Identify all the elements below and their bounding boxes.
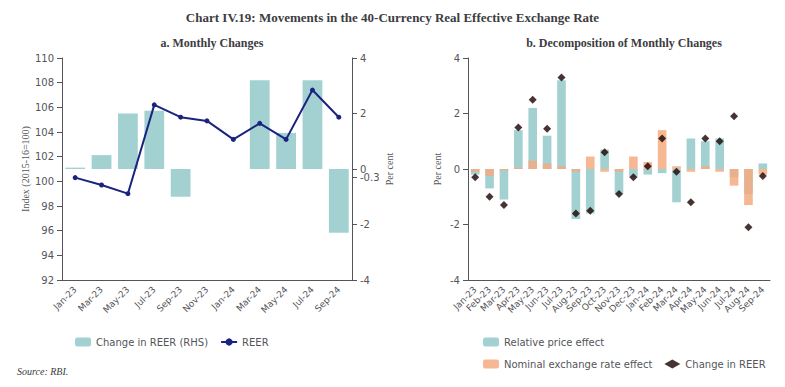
svg-text:Jul-24: Jul-24 (712, 284, 738, 310)
svg-text:Jul-23: Jul-23 (132, 284, 158, 310)
svg-text:a. Monthly Changes: a. Monthly Changes (160, 36, 263, 50)
svg-text:0: 0 (454, 164, 460, 175)
svg-text:-0.3: -0.3 (360, 171, 380, 183)
svg-text:Feb-23: Feb-23 (464, 284, 494, 314)
svg-text:Aug-24: Aug-24 (722, 284, 752, 315)
svg-text:2: 2 (454, 108, 460, 119)
svg-text:-4: -4 (450, 275, 460, 286)
svg-text:98: 98 (41, 201, 54, 212)
svg-text:Sep-24: Sep-24 (313, 284, 343, 314)
svg-text:b. Decomposition of Monthly Ch: b. Decomposition of Monthly Changes (526, 36, 722, 50)
svg-text:Jan-24: Jan-24 (624, 284, 652, 312)
svg-text:Mar-24: Mar-24 (234, 284, 264, 314)
svg-text:Oct-23: Oct-23 (579, 284, 609, 313)
svg-text:Dec-23: Dec-23 (607, 284, 637, 315)
svg-text:-2: -2 (360, 219, 370, 230)
svg-text:92: 92 (41, 275, 54, 286)
svg-text:4: 4 (454, 53, 460, 64)
svg-text:Mar-23: Mar-23 (478, 284, 508, 314)
svg-text:Sep-23: Sep-23 (564, 284, 594, 314)
svg-text:Jun-23: Jun-23 (523, 284, 551, 312)
svg-text:Jul-23: Jul-23 (539, 284, 565, 310)
svg-text:Mar-24: Mar-24 (651, 284, 681, 314)
svg-text:May-24: May-24 (259, 284, 290, 315)
svg-text:Nominal exchange rate effect: Nominal exchange rate effect (504, 359, 652, 370)
svg-text:Change in REER (RHS): Change in REER (RHS) (96, 337, 208, 348)
svg-text:102: 102 (35, 151, 54, 162)
svg-text:96: 96 (41, 225, 54, 236)
svg-text:Sep-24: Sep-24 (737, 284, 767, 314)
svg-text:-2: -2 (450, 219, 460, 230)
svg-text:Relative price effect: Relative price effect (504, 337, 604, 348)
svg-text:Sep-23: Sep-23 (155, 284, 184, 313)
svg-text:Apr-23: Apr-23 (493, 284, 522, 313)
svg-text:94: 94 (41, 250, 54, 261)
svg-text:Jan-23: Jan-23 (451, 284, 479, 312)
svg-text:Per cent: Per cent (432, 153, 443, 186)
svg-text:Aug-23: Aug-23 (549, 284, 580, 315)
svg-text:Nov-23: Nov-23 (181, 284, 211, 314)
svg-text:104: 104 (35, 127, 54, 138)
svg-text:4: 4 (360, 53, 366, 64)
svg-text:2: 2 (360, 108, 366, 119)
svg-text:100: 100 (35, 176, 54, 187)
svg-text:Nov-23: Nov-23 (592, 284, 623, 315)
svg-text:May-23: May-23 (101, 284, 131, 314)
svg-text:Feb-24: Feb-24 (637, 284, 666, 314)
svg-text:Mar-23: Mar-23 (76, 284, 105, 313)
svg-text:Jan-23: Jan-23 (51, 284, 79, 312)
svg-text:108: 108 (35, 77, 54, 88)
svg-text:Source: RBI.: Source: RBI. (17, 366, 68, 377)
svg-text:Index (2015-16=100): Index (2015-16=100) (20, 126, 32, 212)
svg-text:REER: REER (242, 337, 269, 348)
svg-text:106: 106 (35, 102, 54, 113)
svg-text:May-23: May-23 (505, 284, 537, 315)
svg-text:Change in REER: Change in REER (685, 359, 765, 370)
svg-text:Chart IV.19: Movements in the: Chart IV.19: Movements in the 40-Currenc… (186, 10, 600, 25)
svg-text:Apr-24: Apr-24 (666, 284, 695, 313)
svg-text:Jun-24: Jun-24 (695, 284, 724, 312)
svg-text:-4: -4 (360, 275, 370, 286)
svg-text:May-24: May-24 (678, 284, 709, 315)
svg-text:Jul-24: Jul-24 (290, 284, 316, 310)
svg-text:Jan-24: Jan-24 (209, 284, 237, 312)
svg-text:Per cent: Per cent (384, 153, 395, 186)
svg-text:0: 0 (360, 164, 366, 175)
svg-text:110: 110 (35, 53, 54, 64)
